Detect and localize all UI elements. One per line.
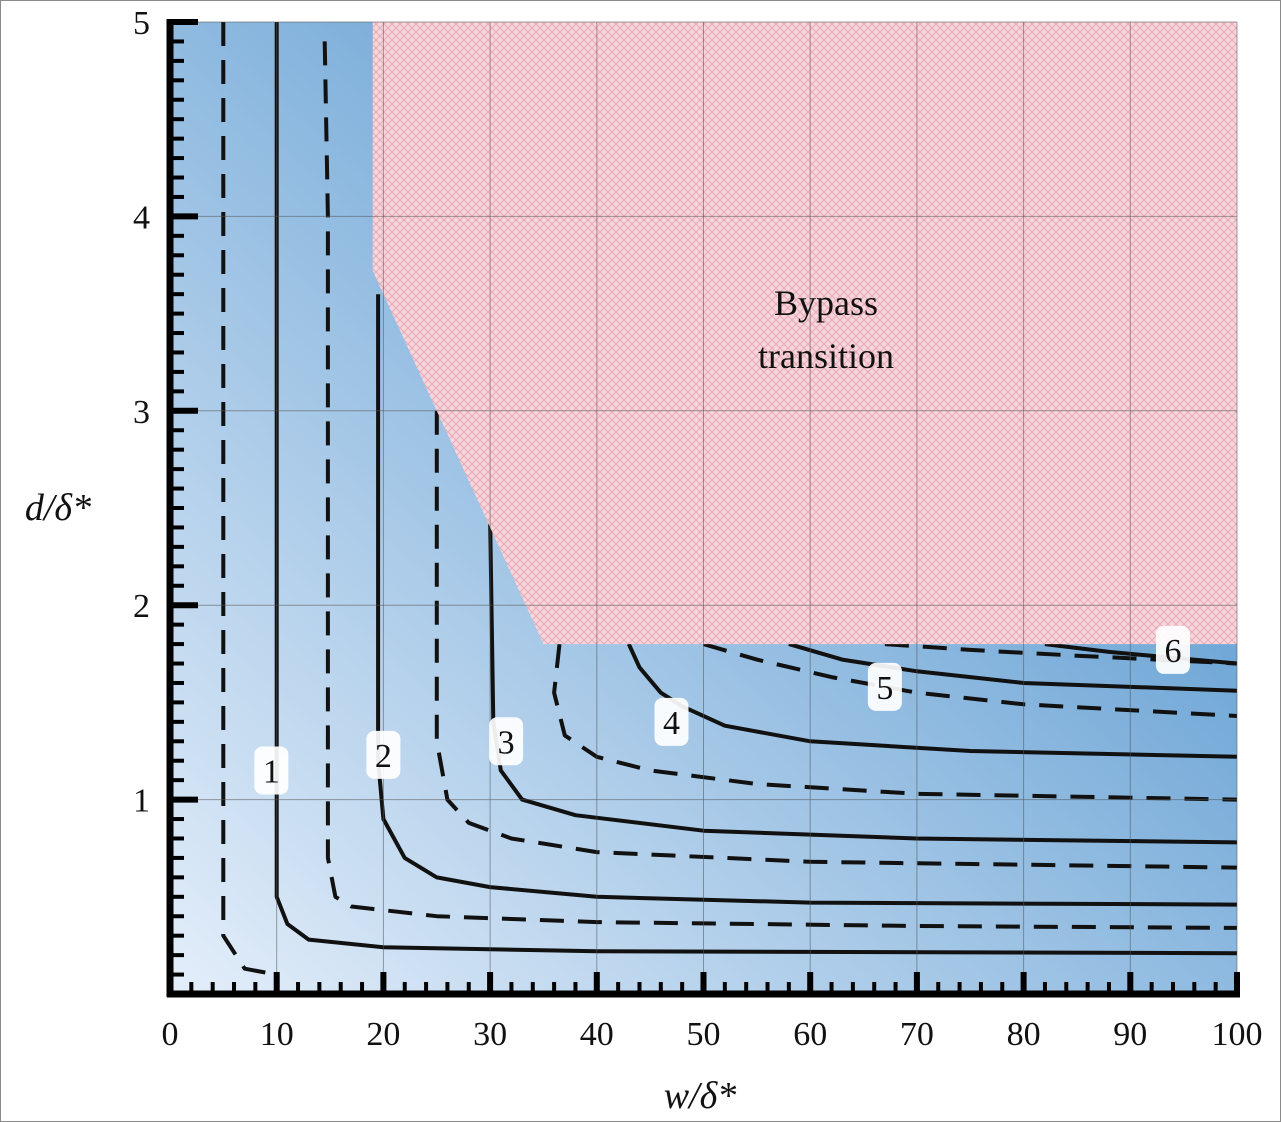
y-tick-label: 3: [133, 394, 150, 431]
x-tick-label: 80: [1007, 1016, 1041, 1053]
y-tick-label: 2: [133, 588, 150, 625]
x-tick-label: 10: [260, 1016, 294, 1053]
contour-label-5: 5: [876, 670, 893, 707]
contour-line-5: [434, 410, 1237, 870]
contour-label-bg: [867, 662, 902, 711]
y-tick-label: 5: [133, 5, 150, 42]
x-tick-label: 90: [1113, 1016, 1147, 1053]
contour-line-4: [376, 294, 1237, 907]
contour-label-2: 2: [375, 738, 392, 775]
contour-label-bg: [1155, 625, 1190, 674]
x-tick-label: 50: [687, 1016, 721, 1053]
contour-label-3: 3: [498, 724, 515, 761]
bypass-label-line2: transition: [758, 336, 894, 376]
x-tick-label: 20: [366, 1016, 400, 1053]
bypass-transition-region: [372, 22, 1237, 645]
x-axis-label: w/δ*: [664, 1075, 737, 1117]
contour-label-bg: [489, 717, 524, 766]
bypass-label-line1: Bypass: [774, 283, 878, 323]
x-tick-label: 100: [1212, 1016, 1263, 1053]
contour-label-1: 1: [263, 753, 280, 790]
contour-line-7: [552, 643, 1237, 802]
y-tick-label: 4: [133, 199, 150, 236]
contour-label-bg: [654, 697, 689, 746]
x-tick-label: 40: [580, 1016, 614, 1053]
y-axis-label: d/δ*: [25, 487, 91, 529]
y-tick-label: 1: [133, 783, 150, 820]
contour-label-6: 6: [1164, 633, 1181, 670]
contour-line-12: [1044, 642, 1237, 666]
contour-label-4: 4: [663, 705, 680, 742]
contour-label-bg: [366, 730, 401, 779]
contour-label-bg: [254, 746, 289, 795]
x-tick-label: 70: [900, 1016, 934, 1053]
x-tick-label: 60: [793, 1016, 827, 1053]
x-tick-label: 30: [473, 1016, 507, 1053]
contour-line-1: [221, 22, 278, 977]
x-tick-label: 0: [162, 1016, 179, 1053]
